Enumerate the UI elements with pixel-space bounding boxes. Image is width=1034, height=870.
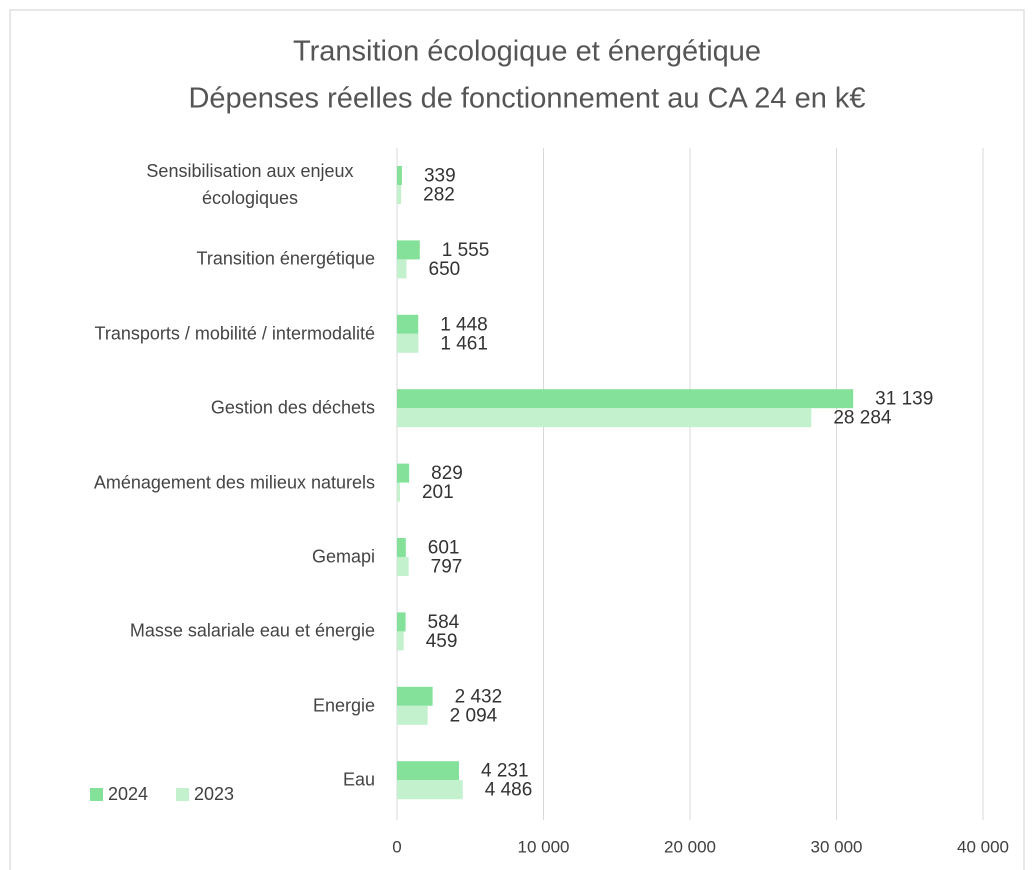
- value-label: 797: [431, 557, 463, 578]
- value-label: 4 486: [485, 780, 533, 801]
- x-tick-label: 40 000: [957, 837, 1009, 856]
- value-label: 282: [423, 185, 455, 206]
- value-label: 201: [422, 482, 454, 503]
- bar: [397, 166, 402, 185]
- category-label: Energie: [312, 695, 375, 716]
- bar: [397, 259, 407, 279]
- legend-swatch: [90, 788, 103, 801]
- category-label: Aménagement des milieux naturels: [93, 472, 375, 493]
- bar: [397, 705, 428, 725]
- bar: [397, 631, 404, 651]
- value-label: 459: [426, 631, 458, 652]
- bar: [397, 389, 854, 409]
- bar: [397, 314, 419, 334]
- bar: [397, 686, 433, 706]
- bar: [397, 557, 409, 576]
- category-label: Gestion des déchets: [210, 397, 375, 418]
- category-label: Sensibilisation aux enjeux écologiques: [146, 161, 354, 208]
- bar: [397, 761, 459, 781]
- value-label: 31 139: [875, 389, 933, 410]
- chart-title: Transition écologique et énergétique: [293, 36, 761, 68]
- x-tick-label: 10 000: [518, 837, 570, 856]
- legend-label: 2023: [194, 784, 234, 804]
- category-label: Gemapi: [311, 546, 375, 567]
- bar: [397, 240, 420, 260]
- value-label: 584: [428, 612, 460, 633]
- bar: [397, 463, 410, 483]
- value-label: 1 461: [440, 333, 488, 354]
- value-label: 1 448: [440, 314, 488, 335]
- value-label: 2 432: [455, 686, 503, 707]
- value-label: 1 555: [442, 240, 490, 261]
- bar: [397, 185, 402, 204]
- legend-label: 2024: [108, 784, 148, 804]
- value-label: 339: [424, 166, 456, 187]
- x-tick-label: 20 000: [664, 837, 716, 856]
- bar: [397, 333, 419, 353]
- chart-subtitle: Dépenses réelles de fonctionnement au CA…: [188, 83, 865, 115]
- bar: [397, 538, 406, 557]
- chart-frame: [9, 9, 1025, 870]
- value-label: 650: [429, 259, 461, 280]
- legend-swatch: [176, 788, 189, 801]
- bar: [397, 780, 463, 800]
- bar: [397, 408, 812, 428]
- category-label: Eau: [342, 769, 375, 790]
- value-label: 829: [431, 463, 463, 484]
- bar: [397, 612, 406, 632]
- bar: [397, 482, 400, 502]
- value-label: 2 094: [450, 705, 498, 726]
- value-label: 4 231: [481, 761, 529, 782]
- value-label: 28 284: [833, 408, 892, 429]
- category-label: Transports / mobilité / intermodalité: [94, 323, 375, 344]
- category-label: Transition énergétique: [196, 248, 375, 269]
- category-label: Masse salariale eau et énergie: [129, 620, 375, 641]
- value-label: 601: [428, 538, 460, 559]
- x-tick-label: 0: [392, 837, 401, 856]
- x-tick-label: 30 000: [811, 837, 863, 856]
